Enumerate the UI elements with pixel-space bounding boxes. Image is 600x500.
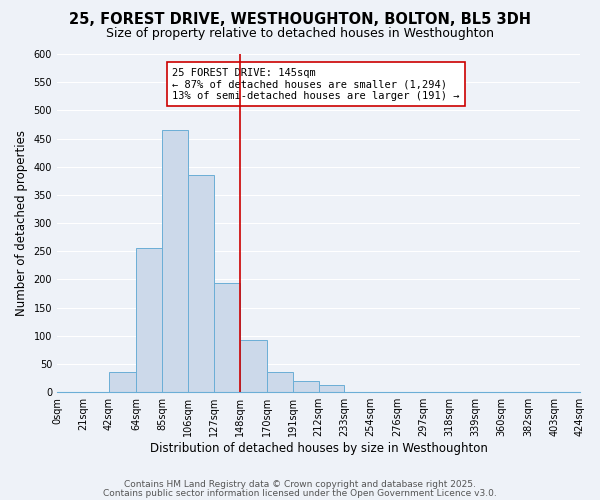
Bar — [162, 130, 188, 392]
Bar — [109, 372, 136, 392]
Bar — [136, 248, 162, 392]
Text: Contains HM Land Registry data © Crown copyright and database right 2025.: Contains HM Land Registry data © Crown c… — [124, 480, 476, 489]
Text: Contains public sector information licensed under the Open Government Licence v3: Contains public sector information licen… — [103, 488, 497, 498]
Bar — [293, 381, 319, 392]
X-axis label: Distribution of detached houses by size in Westhoughton: Distribution of detached houses by size … — [149, 442, 487, 455]
Bar — [188, 175, 214, 392]
Text: 25, FOREST DRIVE, WESTHOUGHTON, BOLTON, BL5 3DH: 25, FOREST DRIVE, WESTHOUGHTON, BOLTON, … — [69, 12, 531, 28]
Text: 25 FOREST DRIVE: 145sqm
← 87% of detached houses are smaller (1,294)
13% of semi: 25 FOREST DRIVE: 145sqm ← 87% of detache… — [172, 68, 460, 100]
Bar — [267, 372, 293, 392]
Bar — [239, 340, 267, 392]
Bar — [319, 386, 344, 392]
Text: Size of property relative to detached houses in Westhoughton: Size of property relative to detached ho… — [106, 28, 494, 40]
Y-axis label: Number of detached properties: Number of detached properties — [15, 130, 28, 316]
Bar — [214, 284, 239, 392]
